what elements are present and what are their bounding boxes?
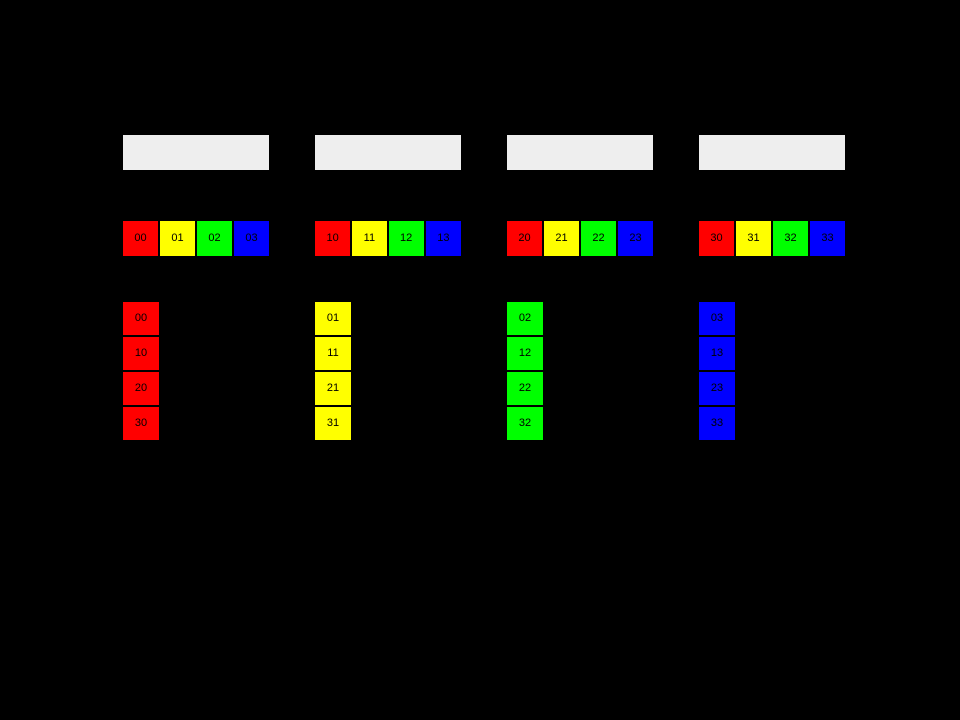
- receive-buffer-cell: 22: [507, 372, 543, 405]
- send-buffer-cell: 22: [581, 221, 616, 256]
- receive-buffer-column: 02 12 22 32: [507, 302, 543, 440]
- receive-buffer-cell: 13: [699, 337, 735, 370]
- receive-buffer-cell: 10: [123, 337, 159, 370]
- send-buffer-cell: 10: [315, 221, 351, 256]
- receive-buffer-column: 03 13 23 33: [699, 302, 735, 440]
- receive-buffer-cell: 02: [507, 302, 543, 335]
- send-buffer-row: 20 21 22 23: [507, 221, 653, 256]
- receive-buffer-cell: 12: [507, 337, 543, 370]
- receive-buffer-cell: 32: [507, 407, 543, 440]
- send-buffer-cell: 03: [234, 221, 269, 256]
- send-buffer-cell: 32: [773, 221, 808, 256]
- processor-header-box: [699, 135, 845, 170]
- receive-buffer-cell: 21: [315, 372, 351, 405]
- send-buffer-row: 10 11 12 13: [315, 221, 461, 256]
- send-buffer-cell: 21: [544, 221, 579, 256]
- processor-header-box: [123, 135, 269, 170]
- receive-buffer-cell: 31: [315, 407, 351, 440]
- send-buffer-cell: 23: [618, 221, 653, 256]
- send-buffer-cell: 01: [160, 221, 195, 256]
- send-buffer-row: 30 31 32 33: [699, 221, 845, 256]
- processor-header-box: [507, 135, 653, 170]
- receive-buffer-cell: 20: [123, 372, 159, 405]
- receive-buffer-cell: 33: [699, 407, 735, 440]
- receive-buffer-cell: 00: [123, 302, 159, 335]
- receive-buffer-column: 00 10 20 30: [123, 302, 159, 440]
- send-buffer-cell: 33: [810, 221, 845, 256]
- send-buffer-cell: 30: [699, 221, 734, 256]
- send-buffer-cell: 11: [352, 221, 387, 256]
- processor-header-box: [315, 135, 461, 170]
- receive-buffer-cell: 01: [315, 302, 351, 335]
- receive-buffer-cell: 03: [699, 302, 735, 335]
- send-buffer-cell: 02: [197, 221, 232, 256]
- send-buffer-cell: 20: [507, 221, 542, 256]
- send-buffer-cell: 00: [123, 221, 158, 256]
- send-buffer-cell: 12: [388, 221, 424, 256]
- send-buffer-cell: 31: [736, 221, 771, 256]
- receive-buffer-cell: 11: [315, 337, 351, 370]
- receive-buffer-cell: 30: [123, 407, 159, 440]
- receive-buffer-column: 01 11 21 31: [315, 302, 351, 440]
- send-buffer-row: 00 01 02 03: [123, 221, 269, 256]
- receive-buffer-cell: 23: [699, 372, 735, 405]
- send-buffer-cell: 13: [425, 221, 461, 256]
